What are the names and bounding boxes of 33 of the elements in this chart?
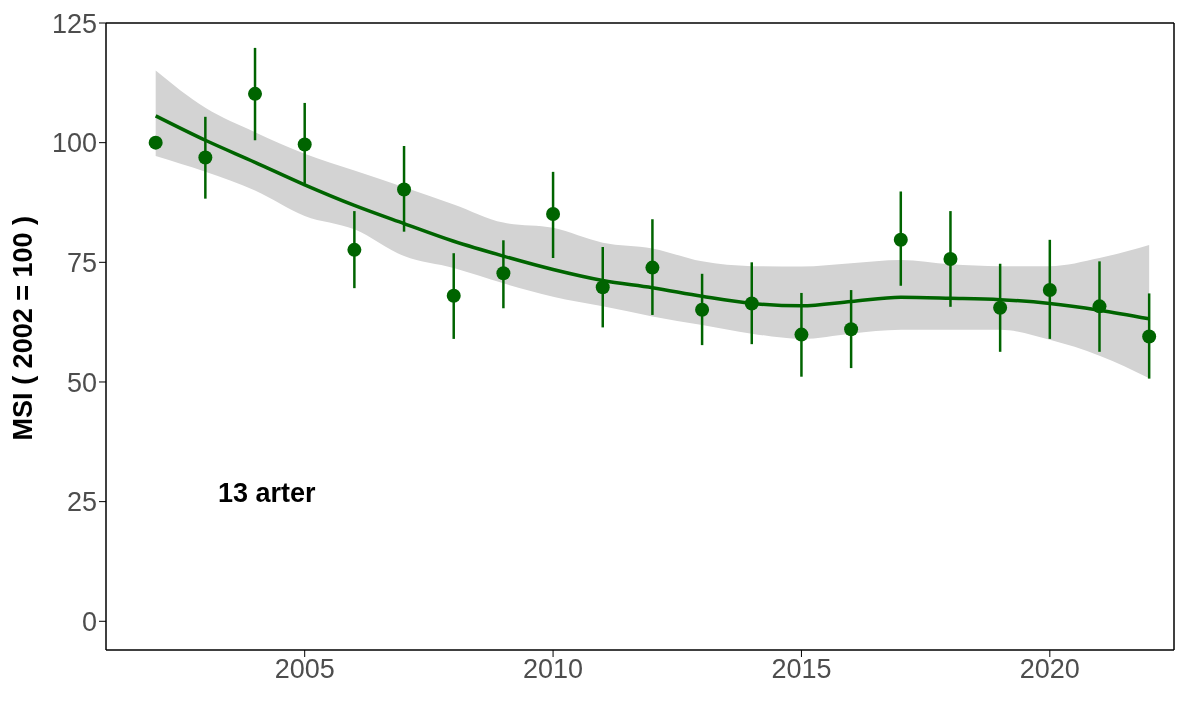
x-tick-label: 2010 <box>523 654 584 685</box>
point <box>794 327 809 342</box>
point <box>744 296 759 311</box>
point <box>546 206 561 221</box>
point <box>148 135 163 150</box>
point <box>347 242 362 257</box>
point <box>645 260 660 275</box>
x-tick-label: 2020 <box>1019 654 1080 685</box>
point <box>496 266 511 281</box>
x-tick-label: 2005 <box>274 654 335 685</box>
point <box>1092 299 1107 314</box>
y-tick-label: 25 <box>66 487 97 518</box>
y-axis-title: MSI ( 2002 = 100 ) <box>8 215 39 441</box>
y-tick-label: 125 <box>51 8 97 39</box>
y-tick-label: 100 <box>51 128 97 159</box>
point <box>248 86 263 101</box>
point <box>844 322 859 337</box>
point <box>993 300 1008 315</box>
point <box>1042 283 1057 298</box>
point <box>397 182 412 197</box>
annotation: 13 arter <box>218 478 316 509</box>
point <box>595 280 610 295</box>
x-tick-label: 2015 <box>771 654 832 685</box>
point <box>1142 329 1157 344</box>
y-tick-label: 0 <box>81 606 97 637</box>
point <box>893 232 908 247</box>
y-tick-label: 50 <box>66 367 97 398</box>
point <box>943 251 958 266</box>
point <box>446 288 461 303</box>
point <box>695 302 710 317</box>
point <box>198 150 213 165</box>
y-tick-label: 75 <box>66 247 97 278</box>
point <box>297 137 312 152</box>
